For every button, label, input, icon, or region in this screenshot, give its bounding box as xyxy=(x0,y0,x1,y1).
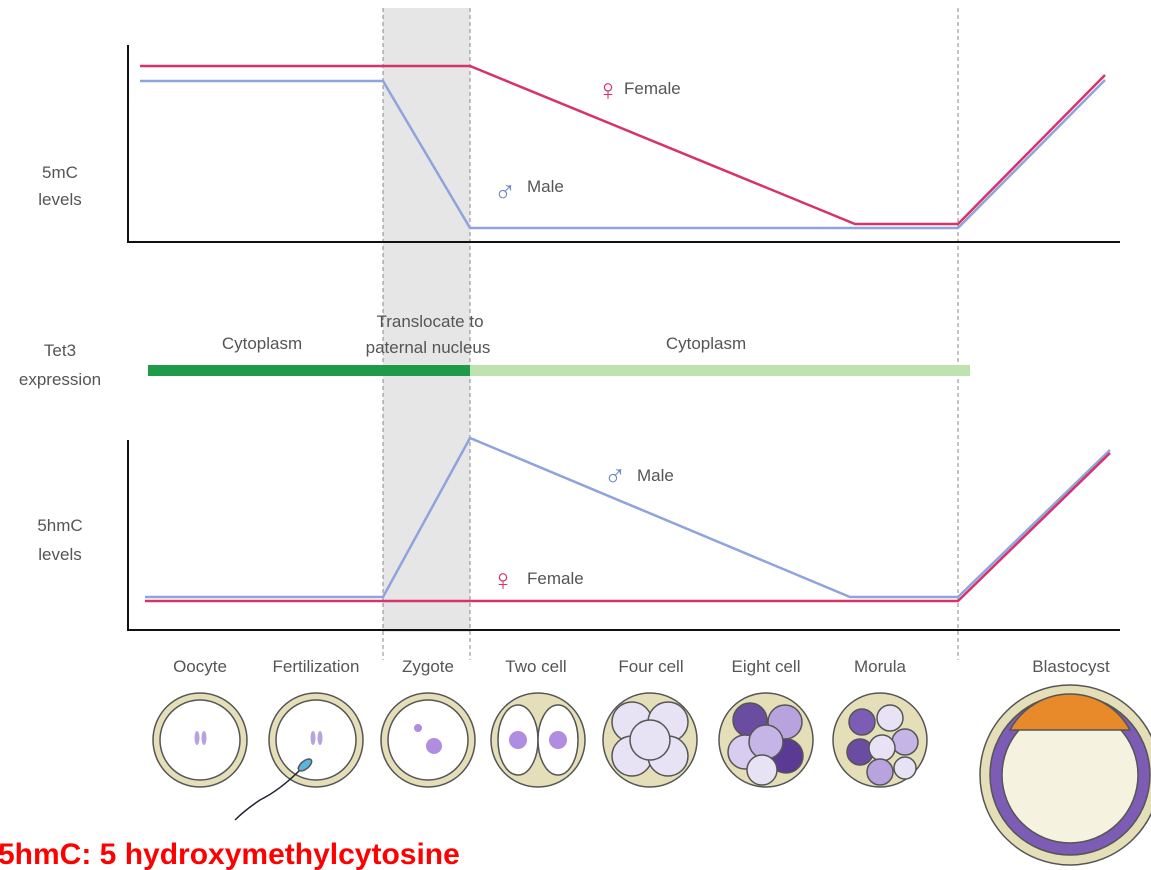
male-label: Male xyxy=(527,177,564,196)
tet3-bar-dark xyxy=(148,365,470,376)
phase-label: Cytoplasm xyxy=(222,334,302,353)
female-symbol: ♀ xyxy=(492,564,515,597)
stage-label: Morula xyxy=(854,657,907,676)
stage-label: Zygote xyxy=(402,657,454,676)
male-label: Male xyxy=(637,466,674,485)
stage-label: Four cell xyxy=(618,657,683,676)
male-5mc-line xyxy=(140,79,1106,230)
stage-label: Two cell xyxy=(505,657,566,676)
bottom-axes xyxy=(127,440,1120,631)
female-label: Female xyxy=(527,569,584,588)
axis-label: levels xyxy=(38,545,81,564)
phase-label: paternal nucleus xyxy=(366,338,491,357)
female-label: Female xyxy=(624,79,681,98)
phase-label: Cytoplasm xyxy=(666,334,746,353)
female-5hmc-line xyxy=(145,452,1111,603)
stage-label: Eight cell xyxy=(732,657,801,676)
stage-labels: Oocyte Fertilization Zygote Two cell Fou… xyxy=(173,657,1110,676)
stage-label: Fertilization xyxy=(273,657,360,676)
footnote: 5hmC: 5 hydroxymethylcytosine xyxy=(0,838,460,870)
axis-label: Tet3 xyxy=(44,341,76,360)
embryos xyxy=(152,684,1151,866)
female-5mc-line xyxy=(140,64,1106,226)
phase-label: Translocate to xyxy=(376,312,483,331)
zygote-shade xyxy=(383,8,470,632)
female-symbol: ♀ xyxy=(597,74,620,107)
male-symbol: ♂ xyxy=(604,460,627,493)
stage-label: Blastocyst xyxy=(1032,657,1110,676)
axis-label: 5hmC xyxy=(37,516,82,535)
male-5hmc-line xyxy=(145,436,1111,599)
axis-label: levels xyxy=(38,190,81,209)
axis-label: 5mC xyxy=(42,163,78,182)
male-symbol: ♂ xyxy=(494,176,517,209)
stage-label: Oocyte xyxy=(173,657,227,676)
top-axes xyxy=(127,45,1120,243)
axis-label: expression xyxy=(19,370,101,389)
stage-dividers xyxy=(382,8,959,660)
tet3-bar-light xyxy=(470,365,970,376)
